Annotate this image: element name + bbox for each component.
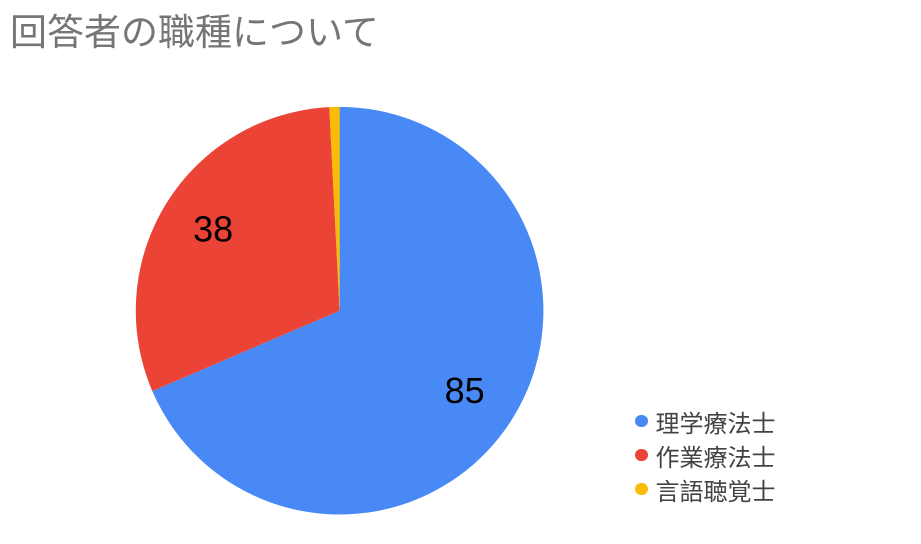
svg-text:38: 38 [193,209,233,250]
svg-text:85: 85 [445,370,485,411]
